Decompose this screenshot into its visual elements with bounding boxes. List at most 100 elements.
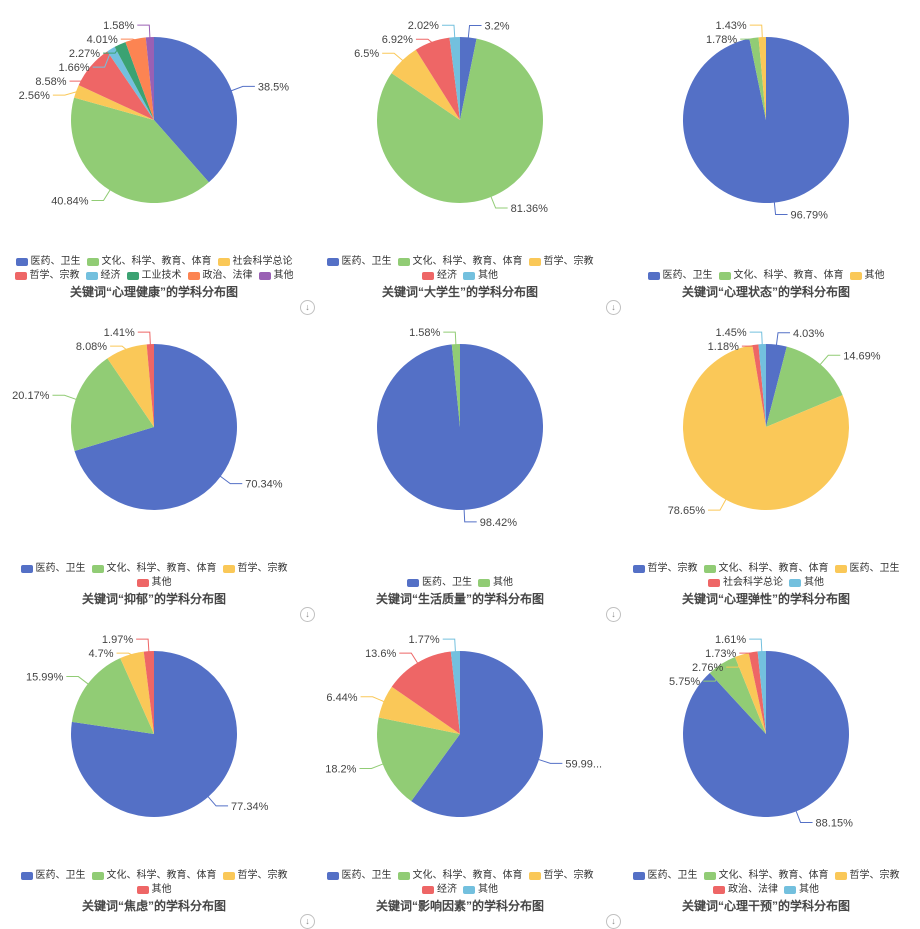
legend-label: 经济 — [101, 271, 121, 281]
legend-swatch — [463, 272, 475, 280]
legend-swatch — [127, 272, 139, 280]
legend-item[interactable]: 政治、法律 — [713, 885, 778, 895]
legend-label: 工业技术 — [142, 271, 182, 281]
legend-item[interactable]: 其他 — [784, 885, 819, 895]
slice-percent-label: 2.02% — [408, 20, 439, 32]
legend-item[interactable]: 经济 — [422, 271, 457, 281]
label-leader-line — [382, 53, 403, 61]
legend-item[interactable]: 文化、科学、教育、体育 — [92, 871, 217, 881]
legend-item[interactable]: 医药、卫生 — [648, 271, 713, 281]
legend-item[interactable]: 其他 — [259, 271, 294, 281]
label-leader-line — [468, 25, 481, 38]
label-leader-line — [774, 202, 787, 215]
legend-swatch — [704, 872, 716, 880]
legend-label: 哲学、宗教 — [544, 257, 594, 267]
legend-item[interactable]: 其他 — [137, 885, 172, 895]
legend-swatch — [708, 579, 720, 587]
legend-item[interactable]: 哲学、宗教 — [223, 564, 288, 574]
legend-item[interactable]: 文化、科学、教育、体育 — [398, 257, 523, 267]
slice-percent-label: 77.34% — [231, 801, 269, 813]
legend-item[interactable]: 医药、卫生 — [21, 564, 86, 574]
legend-item[interactable]: 社会科学总论 — [708, 578, 783, 588]
legend-item[interactable]: 文化、科学、教育、体育 — [92, 564, 217, 574]
slice-percent-label: 1.97% — [102, 634, 133, 646]
legend-item[interactable]: 哲学、宗教 — [223, 871, 288, 881]
label-leader-line — [776, 333, 790, 346]
legend-swatch — [327, 258, 339, 266]
legend-label: 其他 — [478, 271, 498, 281]
legend-item[interactable]: 工业技术 — [127, 271, 182, 281]
legend-item[interactable]: 哲学、宗教 — [835, 871, 900, 881]
legend-item[interactable]: 文化、科学、教育、体育 — [704, 871, 829, 881]
legend-item[interactable]: 医药、卫生 — [327, 871, 392, 881]
download-button[interactable]: ↓ — [606, 607, 621, 622]
legend-swatch — [92, 872, 104, 880]
legend-item[interactable]: 医药、卫生 — [633, 871, 698, 881]
legend-item[interactable]: 文化、科学、教育、体育 — [719, 271, 844, 281]
legend-item[interactable]: 医药、卫生 — [327, 257, 392, 267]
label-leader-line — [416, 39, 432, 43]
legend-item[interactable]: 其他 — [463, 885, 498, 895]
legend-item[interactable]: 哲学、宗教 — [633, 564, 698, 574]
download-button[interactable]: ↓ — [300, 607, 315, 622]
download-button[interactable]: ↓ — [606, 300, 621, 315]
download-button[interactable]: ↓ — [300, 300, 315, 315]
legend-item[interactable]: 哲学、宗教 — [529, 257, 594, 267]
legend-swatch — [137, 579, 149, 587]
slice-percent-label: 8.58% — [35, 76, 66, 88]
slice-percent-label: 40.84% — [51, 195, 89, 207]
chart-legend: 医药、卫生文化、科学、教育、体育 社会科学总论哲学、宗教 经济 工业技术政治、法律其他 — [1, 257, 307, 281]
legend-label: 社会科学总论 — [233, 257, 293, 267]
slice-percent-label: 1.18% — [708, 341, 739, 353]
legend-item[interactable]: 其他 — [789, 578, 824, 588]
pie-chart: 59.99...18.2%6.44%13.6%1.77% — [307, 614, 613, 854]
legend-swatch — [21, 872, 33, 880]
pie-slice[interactable] — [683, 651, 849, 817]
slice-percent-label: 6.5% — [354, 48, 379, 60]
legend-swatch — [648, 272, 660, 280]
legend-label: 社会科学总论 — [723, 578, 783, 588]
chart-cell: 4.03%14.69%78.65%1.18%1.45% 哲学、宗教文化、科学、教… — [613, 307, 919, 614]
legend-item[interactable]: 社会科学总论 — [218, 257, 293, 267]
legend-item[interactable]: 其他 — [137, 578, 172, 588]
legend-label: 其他 — [478, 885, 498, 895]
slice-percent-label: 1.66% — [58, 62, 89, 74]
label-leader-line — [66, 677, 88, 685]
legend-item[interactable]: 哲学、宗教 — [529, 871, 594, 881]
chart-legend: 医药、卫生文化、科学、教育、体育哲学、宗教其他 — [1, 564, 307, 588]
legend-swatch — [784, 886, 796, 894]
legend-swatch — [529, 258, 541, 266]
legend-item[interactable]: 经济 — [422, 885, 457, 895]
slice-percent-label: 1.45% — [715, 327, 746, 339]
legend-item[interactable]: 医药、卫生 — [835, 564, 900, 574]
legend-item[interactable]: 哲学、宗教 — [15, 271, 80, 281]
pie-slice[interactable] — [377, 344, 543, 510]
legend-label: 经济 — [437, 885, 457, 895]
legend-item[interactable]: 医药、卫生 — [407, 578, 472, 588]
legend-label: 其他 — [799, 885, 819, 895]
slice-percent-label: 3.2% — [485, 20, 510, 32]
pie-chart: 96.79%1.78%1.43% — [613, 0, 919, 240]
legend-label: 文化、科学、教育、体育 — [719, 871, 829, 881]
legend-item[interactable]: 文化、科学、教育、体育 — [398, 871, 523, 881]
download-icon: ↓ — [305, 610, 310, 619]
legend-swatch — [529, 872, 541, 880]
legend-item[interactable]: 其他 — [478, 578, 513, 588]
label-leader-line — [137, 25, 150, 38]
legend-item[interactable]: 经济 — [86, 271, 121, 281]
legend-label: 医药、卫生 — [663, 271, 713, 281]
legend-label: 医药、卫生 — [422, 578, 472, 588]
legend-item[interactable]: 政治、法律 — [188, 271, 253, 281]
legend-item[interactable]: 文化、科学、教育、体育 — [704, 564, 829, 574]
legend-item[interactable]: 其他 — [463, 271, 498, 281]
legend-swatch — [15, 272, 27, 280]
legend-label: 医药、卫生 — [648, 871, 698, 881]
pie-chart: 88.15%5.75%2.76%1.73%1.61% — [613, 614, 919, 854]
label-leader-line — [220, 476, 242, 484]
label-leader-line — [231, 86, 255, 91]
legend-item[interactable]: 其他 — [850, 271, 885, 281]
legend-item[interactable]: 医药、卫生 — [21, 871, 86, 881]
legend-item[interactable]: 医药、卫生 — [16, 257, 81, 267]
legend-item[interactable]: 文化、科学、教育、体育 — [87, 257, 212, 267]
legend-swatch — [137, 886, 149, 894]
